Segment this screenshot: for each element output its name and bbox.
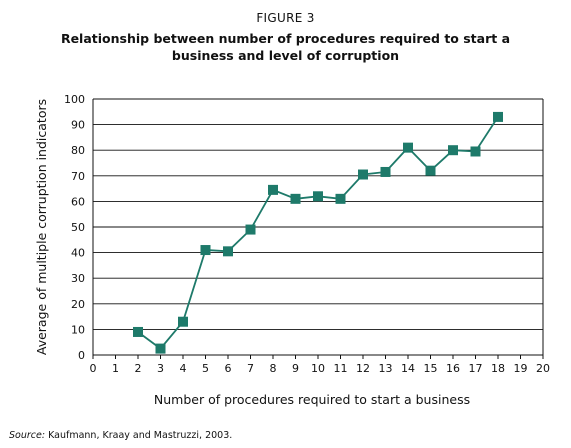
x-tick-label: 4: [180, 362, 187, 375]
y-axis-title: Average of multiple corruption indicator…: [34, 99, 49, 355]
y-tick-label: 0: [78, 349, 85, 362]
data-point-marker: [403, 142, 413, 153]
x-tick-label: 13: [379, 362, 393, 375]
data-point-marker: [335, 193, 346, 204]
source-label: Source:: [9, 430, 46, 441]
data-point-marker: [470, 146, 481, 157]
x-tick-label: 11: [334, 362, 348, 375]
figure-label: FIGURE 3: [256, 11, 315, 25]
x-tick-label: 7: [247, 362, 254, 375]
x-tick-label: 10: [311, 362, 325, 375]
x-tick-labels: 0 1 2 3 4 5 6 7 8 9 10 11 12 13 14 15 16 17 18 19 20: [90, 362, 551, 375]
data-point-marker: [380, 166, 391, 177]
data-point-marker: [200, 245, 211, 256]
y-tick-label: 50: [71, 221, 85, 234]
x-tick-label: 6: [225, 362, 232, 375]
data-point-marker: [133, 326, 143, 337]
x-tick-label: 18: [491, 362, 505, 375]
gridlines: [92, 98, 544, 359]
data-point-marker: [223, 246, 233, 257]
y-tick-label: 40: [71, 247, 85, 260]
x-tick-label: 17: [469, 362, 483, 375]
x-tick-label: 0: [90, 362, 97, 375]
data-point-marker: [178, 316, 188, 327]
y-tick-labels: 0 10 20 30 40 50 60 70 80 90 100: [64, 93, 85, 362]
x-tick-label: 14: [401, 362, 415, 375]
y-tick-label: 30: [71, 272, 85, 285]
y-tick-label: 10: [71, 323, 85, 336]
source-note: Source: Kaufmann, Kraay and Mastruzzi, 2…: [9, 430, 232, 441]
x-tick-label: 5: [202, 362, 209, 375]
x-axis-title: Number of procedures required to start a…: [154, 392, 470, 407]
y-tick-label: 80: [71, 144, 85, 157]
y-tick-label: 100: [64, 93, 85, 106]
x-tick-label: 2: [135, 362, 142, 375]
x-tick-label: 15: [424, 362, 438, 375]
data-point-marker: [425, 165, 436, 176]
data-point-marker: [245, 224, 256, 235]
source-text: Kaufmann, Kraay and Mastruzzi, 2003.: [48, 430, 233, 441]
x-tick-label: 20: [536, 362, 550, 375]
series-layer: [133, 111, 503, 354]
data-point-marker: [268, 184, 278, 195]
x-tick-label: 9: [292, 362, 299, 375]
y-tick-label: 60: [71, 195, 85, 208]
x-tick-label: 19: [514, 362, 528, 375]
y-tick-label: 90: [71, 119, 85, 132]
figure-title: Relationship between number of procedure…: [60, 31, 511, 63]
data-point-marker: [313, 191, 323, 202]
y-tick-label: 20: [71, 298, 85, 311]
data-point-marker: [358, 169, 368, 180]
x-tick-label: 3: [157, 362, 164, 375]
data-point-marker: [290, 193, 301, 204]
series-line: [137, 116, 499, 350]
y-tick-label: 70: [71, 170, 85, 183]
x-tick-label: 16: [446, 362, 460, 375]
x-tick-label: 1: [112, 362, 119, 375]
data-point-marker: [448, 145, 458, 156]
x-tick-label: 8: [270, 362, 277, 375]
data-point-marker: [493, 111, 503, 122]
x-tick-label: 12: [356, 362, 370, 375]
data-point-marker: [155, 343, 166, 354]
